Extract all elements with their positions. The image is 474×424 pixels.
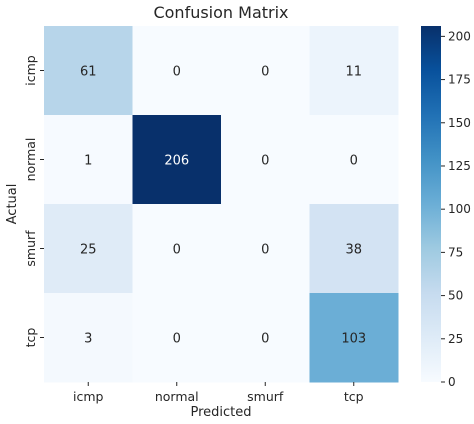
cell-value-label: 0 <box>173 243 181 258</box>
y-tick-label: smurf <box>23 230 38 267</box>
heatmap-cell <box>132 115 222 205</box>
cell-value-label: 61 <box>80 65 97 80</box>
x-tick-label: normal <box>155 389 199 404</box>
x-axis-label: Predicted <box>190 405 251 420</box>
heatmap-cell <box>309 26 399 116</box>
colorbar-tick-label: 0 <box>448 375 456 389</box>
colorbar-ticks: 0 25 50 75 100 125 150 175 200 <box>441 29 471 389</box>
x-tick-label: icmp <box>73 389 104 404</box>
cell-value-label: 0 <box>261 243 269 258</box>
colorbar <box>421 26 441 382</box>
heatmap-cell <box>221 115 310 205</box>
heatmap-cell <box>221 293 310 383</box>
heatmap-cells <box>44 26 399 383</box>
heatmap-cell <box>132 293 222 383</box>
heatmap-cell <box>44 26 133 116</box>
colorbar-tick-label: 50 <box>448 289 463 303</box>
cell-value-label: 0 <box>350 154 358 169</box>
x-tick-label: tcp <box>344 389 364 404</box>
cell-value-label: 0 <box>261 332 269 347</box>
heatmap-cell <box>309 115 399 205</box>
heatmap-cell <box>44 115 133 205</box>
heatmap-cell <box>309 293 399 383</box>
cell-value-label: 3 <box>84 332 92 347</box>
y-tick-label: normal <box>23 138 38 182</box>
cell-value-label: 1 <box>84 154 92 169</box>
cell-value-label: 25 <box>80 243 97 258</box>
cell-value-label: 103 <box>341 332 366 347</box>
colorbar-tick-label: 75 <box>448 245 463 259</box>
y-axis-label: Actual <box>5 184 20 225</box>
cell-value-label: 0 <box>173 65 181 80</box>
heatmap-cell <box>44 204 133 294</box>
cell-value-label: 206 <box>164 154 189 169</box>
cell-value-label: 0 <box>261 154 269 169</box>
y-tick-label: tcp <box>23 328 38 348</box>
colorbar-tick-label: 200 <box>448 29 471 43</box>
x-axis-ticks: icmp normal smurf tcp <box>73 382 364 404</box>
colorbar-tick-label: 100 <box>448 202 471 216</box>
colorbar-tick-label: 25 <box>448 332 463 346</box>
heatmap-cell <box>309 204 399 294</box>
heatmap-cell <box>132 204 222 294</box>
cell-value-label: 38 <box>345 243 362 258</box>
y-tick-label: icmp <box>23 55 38 86</box>
heatmap-cell <box>221 204 310 294</box>
cell-value-label: 0 <box>173 332 181 347</box>
y-axis-ticks: icmp normal smurf tcp <box>23 55 44 347</box>
cell-value-label: 0 <box>261 65 269 80</box>
heatmap-cell <box>44 293 133 383</box>
colorbar-tick-label: 175 <box>448 73 471 87</box>
x-tick-label: smurf <box>247 389 284 404</box>
cell-value-label: 11 <box>345 65 362 80</box>
colorbar-tick-label: 150 <box>448 116 471 130</box>
heatmap-cell-labels: 61 0 0 111 206 0 025 0 0 383 0 0 103 <box>80 65 366 347</box>
heatmap-cell <box>221 26 310 116</box>
chart-title: Confusion Matrix <box>153 3 288 22</box>
colorbar-tick-label: 125 <box>448 159 471 173</box>
heatmap-cell <box>132 26 222 116</box>
